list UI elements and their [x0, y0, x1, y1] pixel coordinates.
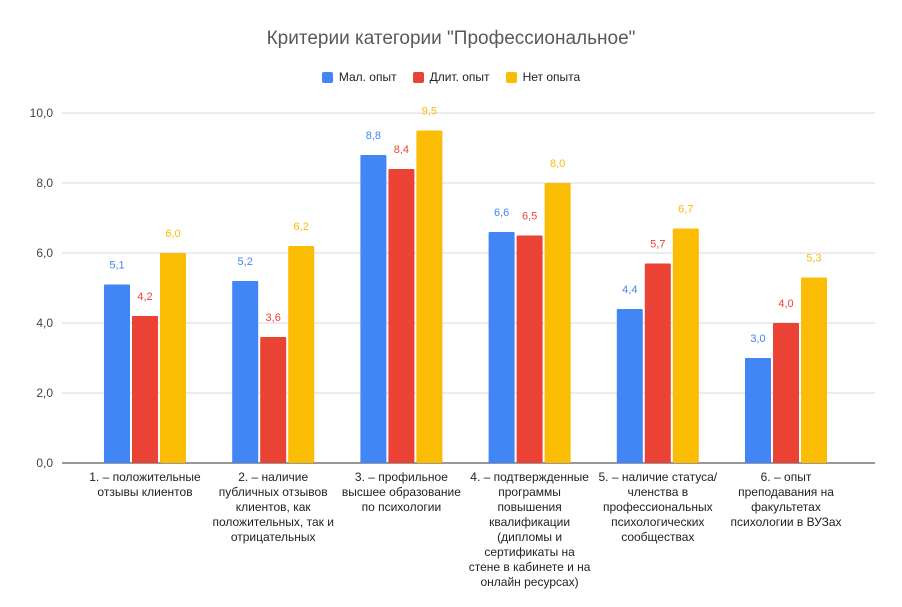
data-label: 6,5	[522, 211, 537, 223]
data-label: 5,1	[109, 260, 124, 272]
y-tick-label: 4,0	[36, 316, 53, 330]
data-label: 8,8	[366, 130, 381, 142]
data-label: 4,0	[778, 298, 793, 310]
data-label: 3,6	[266, 312, 281, 324]
data-label: 5,7	[650, 239, 665, 251]
y-tick-label: 10,0	[30, 106, 54, 120]
bar	[801, 277, 827, 463]
x-tick-label: 2. – наличие публичных отзывов клиентов,…	[212, 470, 334, 544]
legend: Мал. опыт Длит. опыт Нет опыта	[0, 70, 902, 84]
data-label: 5,3	[806, 253, 821, 265]
data-label: 3,0	[750, 333, 765, 345]
bar	[544, 183, 571, 463]
y-tick-label: 2,0	[36, 386, 53, 400]
bar	[672, 228, 699, 463]
bar	[616, 309, 643, 463]
data-label: 8,4	[394, 144, 409, 156]
x-tick-label: 5. – наличие статуса/членства в професси…	[598, 470, 718, 544]
legend-label: Длит. опыт	[429, 70, 490, 84]
bar	[416, 130, 443, 463]
bar	[104, 284, 130, 463]
legend-swatch	[321, 71, 333, 83]
bar	[132, 316, 158, 463]
legend-item: Длит. опыт	[412, 70, 490, 84]
legend-item: Нет опыта	[505, 70, 581, 84]
legend-item: Мал. опыт	[321, 70, 397, 84]
bar	[773, 323, 799, 463]
data-label: 6,6	[494, 207, 509, 219]
bar	[232, 281, 259, 463]
legend-swatch	[412, 71, 424, 83]
data-label: 6,2	[294, 221, 309, 233]
chart-title: Критерии категории "Профессиональное"	[266, 28, 636, 49]
x-tick-label: 6. – опыт преподавания на факультетах пс…	[730, 470, 842, 529]
legend-label: Мал. опыт	[338, 70, 397, 84]
bar	[360, 155, 387, 463]
y-tick-label: 8,0	[36, 176, 53, 190]
data-label: 5,2	[238, 256, 253, 268]
legend-label: Нет опыта	[522, 70, 581, 84]
x-tick-label: 1. – положительные отзывы клиентов	[89, 470, 201, 499]
data-label: 4,2	[137, 291, 152, 303]
bar	[745, 358, 771, 463]
data-label: 4,4	[622, 284, 637, 296]
y-tick-label: 0,0	[36, 456, 53, 470]
x-tick-label: 3. – профильное высшее образование по пс…	[341, 470, 461, 514]
y-tick-label: 6,0	[36, 246, 53, 260]
data-label: 6,7	[678, 204, 693, 216]
x-tick-label: 4. – подтвержденные программы повышения …	[468, 470, 591, 589]
bar	[644, 263, 671, 463]
bar	[388, 169, 415, 463]
data-label: 8,0	[550, 158, 565, 170]
bar	[288, 246, 315, 463]
bar	[488, 232, 515, 463]
bar	[260, 337, 287, 463]
data-label: 9,5	[422, 106, 437, 118]
legend-swatch	[505, 71, 517, 83]
bar	[516, 235, 543, 463]
data-label: 6,0	[165, 228, 180, 240]
bar	[160, 253, 186, 463]
